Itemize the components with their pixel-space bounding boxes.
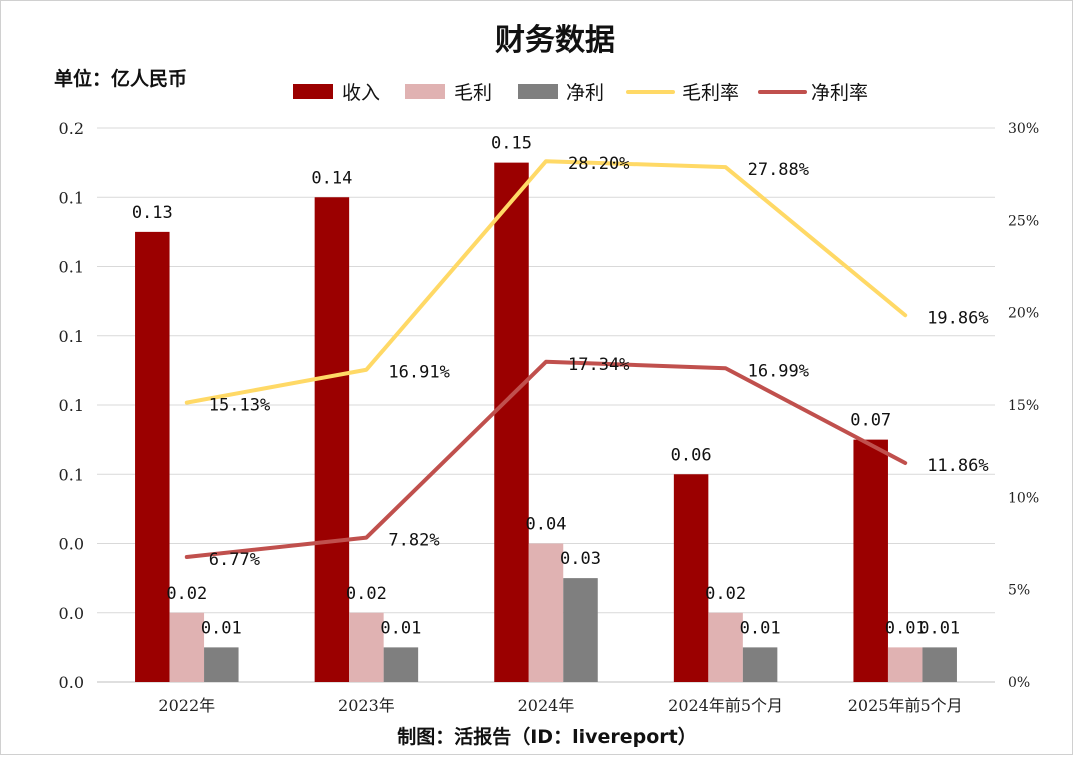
bar-毛利 <box>349 612 384 682</box>
lines <box>184 159 908 559</box>
bar-毛利 <box>887 647 923 682</box>
bar-data-label: 0.01 <box>380 618 421 638</box>
line-data-label: 27.88% <box>748 160 809 180</box>
line-毛利率 <box>184 159 908 405</box>
line-data-label: 16.91% <box>388 363 449 383</box>
x-tick-label: 2023年 <box>338 696 395 715</box>
bar-净利 <box>563 578 598 682</box>
line-data-label: 28.20% <box>568 154 629 174</box>
legend-swatch-净利 <box>518 84 558 99</box>
right-tick-label: 30% <box>1008 121 1039 137</box>
bar-data-label: 0.06 <box>671 445 712 465</box>
left-tick-label: 0.0 <box>59 535 84 554</box>
right-axis: 0% 5% 10% 15% 20% 25% 30% <box>1008 121 1039 691</box>
left-tick-label: 0.1 <box>59 327 84 346</box>
x-tick-label: 2024年前5个月 <box>668 696 783 715</box>
line-data-label: 15.13% <box>209 396 270 416</box>
bar-毛利 <box>169 612 205 682</box>
line-净利率 <box>184 359 908 559</box>
right-tick-label: 10% <box>1008 490 1039 506</box>
legend-label: 毛利率 <box>682 82 739 104</box>
bar-data-label: 0.01 <box>919 618 960 638</box>
legend-swatch-收入 <box>293 84 333 99</box>
bar-收入 <box>135 231 170 682</box>
legend-label: 净利 <box>566 82 604 104</box>
left-tick-label: 0.0 <box>59 604 84 623</box>
left-tick-label: 0.1 <box>59 396 84 415</box>
x-tick-label: 2022年 <box>158 696 215 715</box>
bar-毛利 <box>708 612 743 682</box>
bar-净利 <box>204 647 239 682</box>
bar-净利 <box>742 647 778 682</box>
legend-swatch-毛利 <box>405 84 445 99</box>
bars <box>135 162 957 682</box>
bar-data-label: 0.04 <box>526 515 567 535</box>
legend-label: 收入 <box>342 82 380 104</box>
line-data-label: 17.34% <box>568 355 629 375</box>
bar-data-label: 0.01 <box>201 618 242 638</box>
left-tick-label: 0.1 <box>59 258 84 277</box>
bar-data-label: 0.01 <box>885 618 926 638</box>
line-data-label: 7.82% <box>388 531 439 551</box>
left-tick-label: 0.2 <box>59 119 84 138</box>
bar-收入 <box>314 197 350 682</box>
bar-data-label: 0.02 <box>166 584 207 604</box>
bar-收入 <box>673 474 709 682</box>
line-data-label: 6.77% <box>209 550 260 570</box>
data-labels: 0.13 0.14 0.15 0.06 0.07 0.02 0.02 0.04 0.02 0.01… <box>132 134 989 639</box>
bar-data-label: 0.14 <box>311 168 352 188</box>
bar-收入 <box>494 162 529 682</box>
bar-毛利 <box>528 543 564 682</box>
line-data-label: 19.86% <box>927 308 988 328</box>
bar-收入 <box>853 439 888 682</box>
legend-label: 毛利 <box>454 82 492 104</box>
unit-label: 单位：亿人民币 <box>54 67 187 90</box>
bar-data-label: 0.13 <box>132 203 173 223</box>
left-tick-label: 0.1 <box>59 465 84 484</box>
bar-data-label: 0.02 <box>705 584 746 604</box>
right-tick-label: 15% <box>1008 398 1039 414</box>
right-tick-label: 5% <box>1008 583 1030 599</box>
line-data-label: 16.99% <box>748 361 809 381</box>
footer-credit: 制图：活报告（ID：livereport） <box>397 725 697 748</box>
bar-data-label: 0.15 <box>491 134 532 154</box>
line-data-label: 11.86% <box>927 456 988 476</box>
right-tick-label: 0% <box>1008 675 1030 691</box>
x-tick-label: 2024年 <box>518 696 575 715</box>
bar-净利 <box>922 647 957 682</box>
bar-data-label: 0.01 <box>740 618 781 638</box>
right-tick-label: 25% <box>1008 213 1039 229</box>
chart-title: 财务数据 <box>495 23 615 58</box>
legend: 收入 毛利 净利 毛利率 净利率 <box>293 82 868 104</box>
x-tick-label: 2025年前5个月 <box>848 696 963 715</box>
x-axis: 2022年 2023年 2024年 2024年前5个月 2025年前5个月 <box>158 696 962 715</box>
left-tick-label: 0.1 <box>59 188 84 207</box>
bar-data-label: 0.02 <box>346 584 387 604</box>
bar-data-label: 0.03 <box>560 549 601 569</box>
right-tick-label: 20% <box>1008 306 1039 322</box>
gridlines <box>97 127 995 683</box>
bar-净利 <box>383 647 419 682</box>
legend-label: 净利率 <box>811 82 868 104</box>
bar-data-label: 0.07 <box>850 411 891 431</box>
left-tick-label: 0.0 <box>59 673 84 692</box>
left-axis: 0.0 0.0 0.0 0.1 0.1 0.1 0.1 0.1 0.2 <box>59 119 84 692</box>
